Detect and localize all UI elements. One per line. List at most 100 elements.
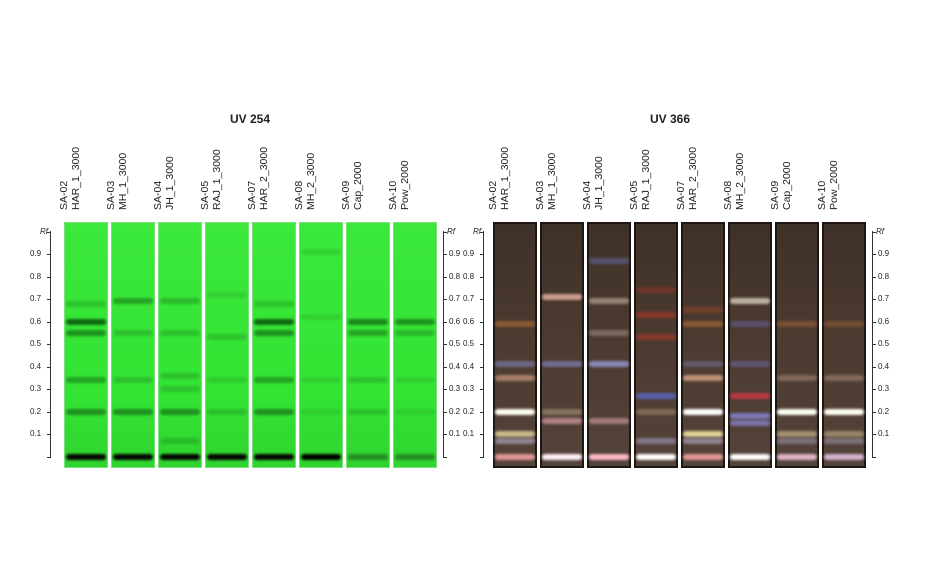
- band: [66, 300, 106, 307]
- rf-tick-label: 0.2: [878, 406, 890, 416]
- band: [348, 408, 388, 415]
- rf-axis-label: Rf: [876, 226, 884, 236]
- lane-sample-id: SA-02: [58, 180, 70, 210]
- tick-mark: [47, 411, 51, 413]
- band: [683, 320, 723, 327]
- band: [495, 437, 535, 444]
- rf-tick-label: 0.6: [463, 316, 475, 326]
- lane-sample-id: SA-05: [199, 180, 211, 210]
- lane-label-text: SA-02 HAR_1_3000: [487, 147, 511, 210]
- band: [207, 377, 247, 383]
- lane-sample-id: SA-03: [534, 180, 546, 210]
- tick-mark: [443, 434, 447, 435]
- band: [160, 408, 200, 415]
- track-lane: [540, 222, 584, 468]
- rf-tick-label: 0.2: [30, 406, 42, 416]
- band: [348, 377, 388, 383]
- band: [301, 453, 341, 460]
- band: [66, 453, 106, 460]
- band: [160, 298, 200, 305]
- track-lane: [634, 222, 678, 468]
- rf-tick-label: 0.4: [463, 361, 475, 371]
- tick-mark: [443, 299, 447, 300]
- band: [254, 408, 294, 415]
- band: [160, 329, 200, 336]
- tick-mark: [480, 231, 484, 233]
- lane-label-text: SA-02 HAR_1_3000: [58, 147, 82, 210]
- band: [348, 318, 388, 325]
- lane-label-text: SA-05 RAJ_1_3000: [199, 149, 223, 210]
- tick-mark: [443, 411, 447, 413]
- rf-tick-label: 0.5: [878, 339, 890, 348]
- lane-label: SA-03 MH_1_3000: [105, 148, 147, 210]
- lane-sample-name: Cap_2000: [352, 161, 364, 210]
- lane-label-text: SA-05 RAJ_1_3000: [628, 149, 652, 210]
- tick-mark: [872, 254, 876, 255]
- tick-mark: [480, 434, 484, 435]
- lane-sample-id: SA-04: [152, 180, 164, 210]
- lane-sample-name: Pow_2000: [399, 160, 411, 210]
- rf-tick-label: 0.7: [878, 294, 890, 303]
- lane-label-text: SA-03 MH_1_3000: [105, 153, 129, 210]
- rf-tick-label: 0.9: [449, 249, 461, 258]
- lane-label-text: SA-03 MH_1_3000: [534, 153, 558, 210]
- tick-mark: [872, 456, 876, 458]
- lane-label: SA-10 Pow_2000: [816, 148, 858, 210]
- lane-label-text: SA-09 Cap_2000: [769, 162, 793, 210]
- lane-sample-id: SA-07: [246, 180, 258, 210]
- band: [66, 377, 106, 383]
- rf-tick-label: 0.2: [449, 406, 461, 416]
- band: [824, 320, 864, 327]
- band: [683, 437, 723, 444]
- band: [730, 419, 770, 426]
- band: [160, 386, 200, 392]
- band: [495, 431, 535, 437]
- band: [113, 453, 153, 460]
- lane-label: SA-03 MH_1_3000: [534, 148, 576, 210]
- tick-mark: [480, 254, 484, 255]
- band: [254, 377, 294, 383]
- track-lane: [393, 222, 437, 468]
- lane-sample-name: RAJ_1_3000: [640, 149, 652, 210]
- lane-label: SA-10 Pow_2000: [387, 148, 429, 210]
- tick-mark: [480, 321, 484, 323]
- lane-label-text: SA-08 MH_2_3000: [722, 153, 746, 210]
- band: [160, 437, 200, 444]
- rf-tick-label: 0.7: [30, 294, 42, 303]
- band: [730, 298, 770, 305]
- lane-sample-name: Cap_2000: [781, 161, 793, 210]
- rf-tick-label: 0.1: [30, 429, 42, 438]
- tick-mark: [443, 254, 447, 255]
- band: [207, 408, 247, 415]
- track-lane: [493, 222, 537, 468]
- band: [824, 374, 864, 381]
- band: [113, 298, 153, 305]
- band: [495, 453, 535, 460]
- band: [777, 437, 817, 444]
- rf-tick-label: 0.6: [30, 316, 42, 326]
- rf-tick-label: 0.6: [878, 316, 890, 326]
- tick-mark: [872, 389, 876, 390]
- lane-label-text: SA-07 HAR_2_3000: [675, 147, 699, 210]
- lane-label-text: SA-08 MH_2_3000: [293, 153, 317, 210]
- rf-tick-label: 0.8: [878, 271, 890, 281]
- rf-tick-label: 0.9: [30, 249, 42, 258]
- band: [777, 320, 817, 327]
- rf-tick-label: 0.6: [449, 316, 461, 326]
- band: [683, 307, 723, 314]
- tick-mark: [443, 321, 447, 323]
- track-lane: [775, 222, 819, 468]
- panel-title-uv254: UV 254: [229, 112, 271, 126]
- rf-tick-label: 0.3: [30, 384, 42, 393]
- rf-tick-label: 0.4: [878, 361, 890, 371]
- band: [683, 361, 723, 368]
- tick-mark: [47, 299, 51, 300]
- lane-label: SA-08 MH_2_3000: [293, 148, 335, 210]
- tick-mark: [480, 366, 484, 368]
- lane-label: SA-04 JH_1_3000: [152, 148, 194, 210]
- tick-mark: [872, 344, 876, 345]
- tick-mark: [872, 434, 876, 435]
- rf-tick-label: 0.9: [463, 249, 475, 258]
- band: [683, 431, 723, 437]
- lane-sample-name: HAR_2_3000: [258, 146, 270, 210]
